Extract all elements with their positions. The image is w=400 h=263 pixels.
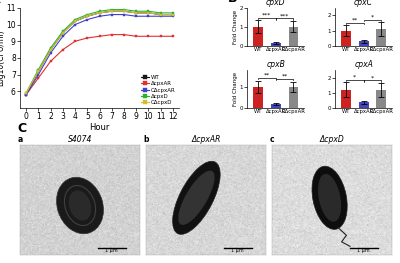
Text: C: C bbox=[18, 122, 27, 135]
Ellipse shape bbox=[69, 190, 91, 221]
Bar bbox=[253, 87, 263, 108]
Ellipse shape bbox=[173, 161, 220, 234]
Text: B: B bbox=[228, 0, 237, 5]
Bar bbox=[271, 43, 281, 46]
Legend: WT, ΔcpxAR, CΔcpxAR, ΔcpxD, CΔcpxD: WT, ΔcpxAR, CΔcpxAR, ΔcpxD, CΔcpxD bbox=[140, 75, 176, 105]
Title: ΔcpxAR: ΔcpxAR bbox=[191, 135, 221, 144]
Text: 1 μm: 1 μm bbox=[358, 248, 370, 253]
Text: **: ** bbox=[282, 74, 288, 79]
Bar bbox=[376, 90, 386, 108]
Text: **: ** bbox=[264, 73, 270, 78]
Text: A: A bbox=[0, 0, 1, 6]
Ellipse shape bbox=[318, 174, 341, 222]
Bar bbox=[288, 87, 298, 108]
Text: *: * bbox=[371, 14, 374, 19]
Text: a: a bbox=[18, 135, 23, 144]
Title: ΔcpxD: ΔcpxD bbox=[320, 135, 344, 144]
Ellipse shape bbox=[56, 177, 104, 234]
Title: S4074: S4074 bbox=[68, 135, 92, 144]
Text: ***: *** bbox=[280, 13, 289, 18]
Text: b: b bbox=[144, 135, 149, 144]
Text: 1 μm: 1 μm bbox=[232, 248, 244, 253]
Bar bbox=[341, 90, 351, 108]
Ellipse shape bbox=[178, 171, 214, 225]
Title: cpxB: cpxB bbox=[266, 60, 285, 69]
Bar bbox=[376, 29, 386, 46]
Text: *: * bbox=[353, 74, 356, 79]
Text: 1 μm: 1 μm bbox=[106, 248, 118, 253]
Text: *: * bbox=[371, 75, 374, 80]
Title: cpxC: cpxC bbox=[354, 0, 373, 7]
Bar bbox=[253, 27, 263, 46]
Y-axis label: Fold Change: Fold Change bbox=[233, 72, 238, 106]
Bar bbox=[271, 104, 281, 108]
Title: cpxA: cpxA bbox=[354, 60, 373, 69]
Text: **: ** bbox=[352, 17, 358, 22]
Ellipse shape bbox=[312, 166, 347, 229]
Y-axis label: Fold Change: Fold Change bbox=[233, 10, 238, 44]
Title: cpxD: cpxD bbox=[266, 0, 286, 7]
X-axis label: Hour: Hour bbox=[89, 123, 110, 132]
Bar bbox=[341, 31, 351, 46]
Y-axis label: Log10(CFU/ml): Log10(CFU/ml) bbox=[0, 30, 5, 86]
Bar bbox=[359, 41, 368, 46]
Text: c: c bbox=[270, 135, 274, 144]
Text: ***: *** bbox=[262, 12, 272, 17]
Bar bbox=[359, 102, 368, 108]
Bar bbox=[288, 27, 298, 46]
